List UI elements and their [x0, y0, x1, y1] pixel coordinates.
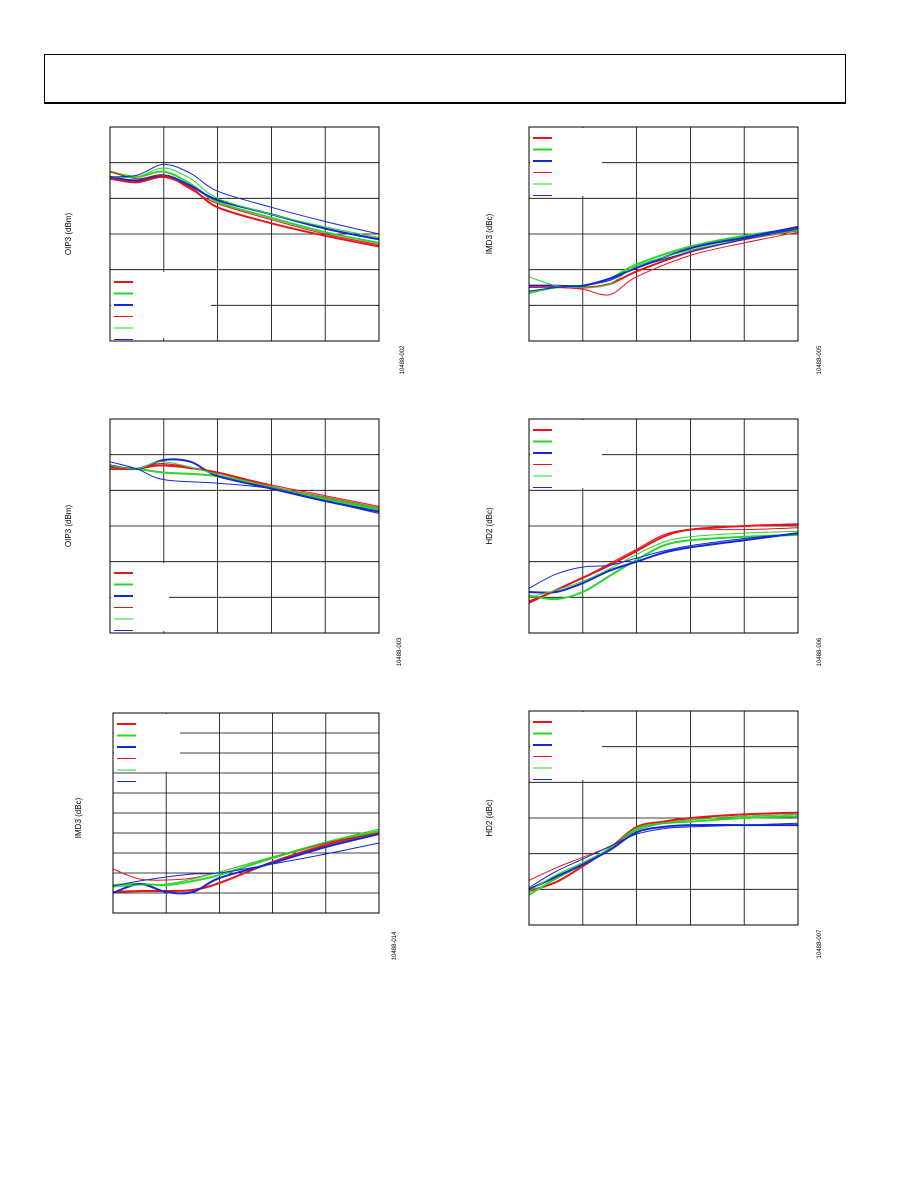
plot-area [528, 126, 799, 342]
imd3-chart-2: IMD3 (dBc) 10488-014 [74, 712, 398, 960]
y-axis-label: IMD3 (dBc) [74, 797, 83, 838]
figure-id: 10488-007 [817, 929, 823, 958]
series-line-4 [109, 171, 380, 246]
plot-frame [109, 126, 380, 342]
oip3-chart-1: OIP3 (dBm) 10488-002 [64, 126, 406, 374]
plot-frame [112, 712, 380, 914]
plot-area [528, 710, 799, 926]
series-line-6 [528, 532, 799, 589]
y-axis-label: OIP3 (dBm) [64, 213, 73, 256]
series-line-6 [109, 461, 380, 514]
figure-id: 10488-002 [400, 345, 406, 374]
series-line-6 [528, 822, 799, 889]
series-line-3 [109, 174, 380, 241]
series-line-5 [112, 828, 380, 888]
plot-area [528, 418, 799, 634]
series-line-4 [528, 527, 799, 602]
y-axis-label: OIP3 (dBm) [64, 505, 73, 548]
figure-id: 10488-014 [392, 931, 398, 960]
series-line-1 [112, 831, 380, 893]
figure-id: 10488-003 [397, 637, 403, 666]
figure-id: 10488-005 [817, 345, 823, 374]
plot-frame [528, 126, 799, 342]
series-line-1 [109, 175, 380, 248]
series-line-3 [529, 225, 799, 288]
series-line-6 [528, 228, 799, 292]
plot-frame [528, 418, 799, 634]
series-line-6 [109, 163, 380, 235]
oip3-chart-2: OIP3 (dBm) 10488-003 [64, 418, 403, 666]
series-line-3 [112, 833, 380, 895]
plot-area [112, 712, 380, 914]
series-line-5 [528, 813, 799, 892]
series-line-2 [528, 815, 799, 896]
series-line-1 [528, 811, 799, 893]
plot-area [109, 126, 380, 342]
series-line-2 [528, 533, 799, 601]
figure-id: 10488-006 [817, 637, 823, 666]
series-line-6 [112, 842, 380, 887]
series-line-5 [109, 167, 380, 239]
series-line-5 [528, 530, 799, 598]
plot-frame [109, 418, 380, 634]
series-line-3 [528, 532, 799, 594]
legend-box [114, 714, 180, 772]
hd2-chart-2: HD2 (dBc) 10488-007 [485, 710, 823, 958]
imd3-chart-1: IMD3 (dBc) 10488-005 [485, 126, 823, 374]
page-header-box [44, 54, 846, 104]
series-line-3 [528, 823, 799, 891]
y-axis-label: IMD3 (dBc) [485, 213, 494, 254]
plot-area [109, 418, 380, 634]
y-axis-label: HD2 (dBc) [485, 799, 494, 837]
plot-frame [528, 710, 799, 926]
y-axis-label: HD2 (dBc) [485, 507, 494, 545]
hd2-chart-1: HD2 (dBc) 10488-006 [485, 418, 823, 666]
